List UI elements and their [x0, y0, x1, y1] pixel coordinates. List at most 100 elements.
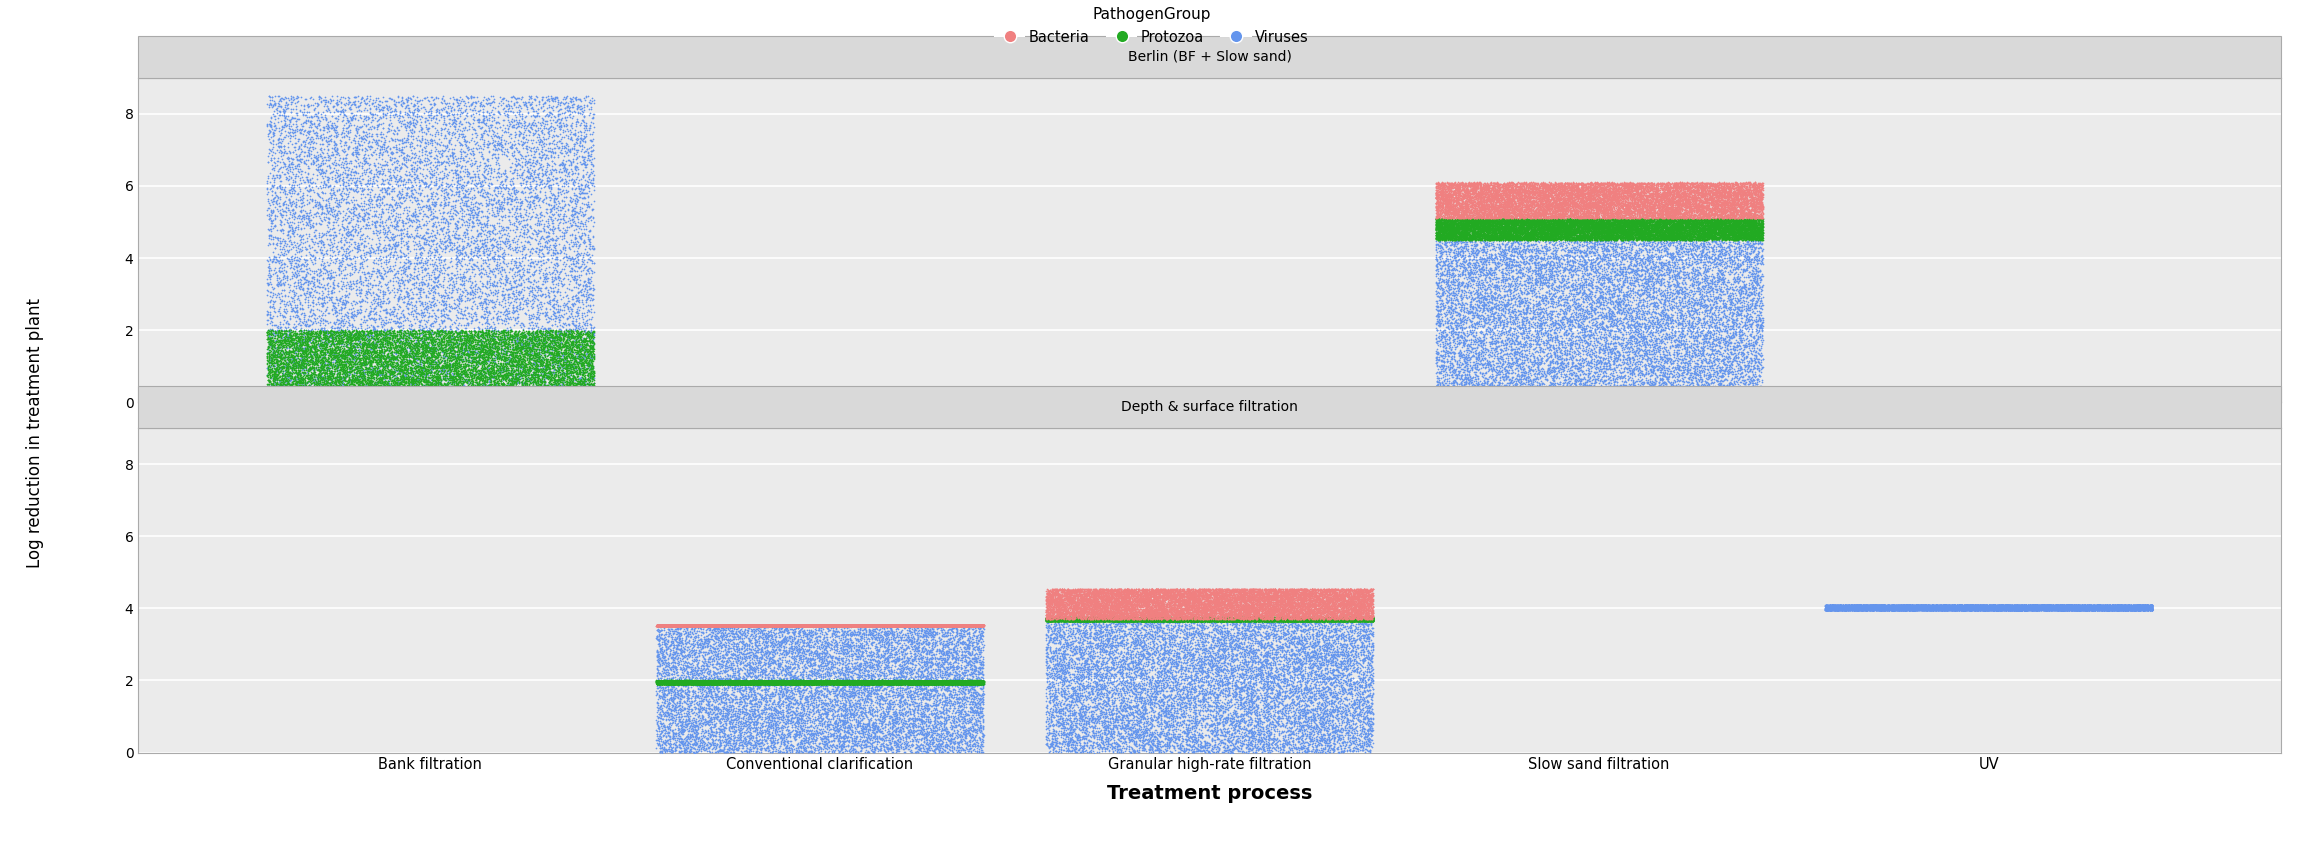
Point — [947, 619, 984, 633]
Point — [1585, 367, 1622, 381]
Point — [961, 677, 998, 691]
Point — [855, 618, 892, 632]
Point — [507, 356, 544, 369]
Point — [935, 618, 972, 632]
Point — [1117, 591, 1154, 605]
Point — [825, 675, 862, 689]
Point — [1564, 210, 1601, 224]
Point — [502, 210, 539, 224]
Point — [668, 675, 705, 689]
Point — [1348, 695, 1385, 709]
Point — [1037, 593, 1074, 606]
Point — [1175, 612, 1212, 625]
Point — [468, 329, 505, 343]
Point — [1214, 611, 1251, 625]
Point — [1707, 362, 1744, 375]
Point — [1081, 608, 1117, 622]
Point — [666, 676, 703, 690]
Point — [1696, 203, 1733, 217]
Point — [1687, 223, 1723, 237]
Point — [1428, 221, 1465, 234]
Point — [749, 740, 786, 754]
Point — [447, 395, 484, 409]
Point — [1124, 612, 1161, 625]
Point — [882, 675, 919, 689]
Point — [1191, 690, 1228, 704]
Point — [1046, 598, 1083, 612]
Point — [1136, 613, 1173, 627]
Point — [1251, 606, 1288, 619]
Point — [1578, 215, 1615, 228]
Point — [1048, 588, 1085, 602]
Point — [482, 348, 518, 362]
Point — [1728, 184, 1765, 198]
Point — [675, 675, 712, 689]
Point — [1675, 255, 1712, 269]
Point — [313, 395, 350, 409]
Point — [1168, 734, 1205, 747]
Point — [664, 675, 700, 689]
Point — [569, 376, 606, 390]
Point — [530, 322, 567, 336]
Point — [373, 179, 410, 193]
Point — [362, 139, 399, 153]
Point — [1207, 597, 1244, 611]
Point — [1555, 217, 1592, 231]
Point — [650, 618, 687, 631]
Point — [1452, 186, 1488, 200]
Point — [1744, 269, 1781, 283]
Point — [1958, 599, 1995, 613]
Point — [728, 676, 765, 690]
Point — [1237, 624, 1274, 638]
Point — [1541, 207, 1578, 221]
Point — [1465, 215, 1502, 228]
Point — [1318, 689, 1355, 702]
Point — [1507, 194, 1544, 208]
Point — [1491, 176, 1528, 189]
Point — [2016, 599, 2053, 612]
Point — [260, 330, 297, 344]
Point — [717, 676, 753, 690]
Point — [652, 676, 689, 689]
Point — [1935, 598, 1972, 612]
Point — [1111, 593, 1147, 607]
Point — [899, 699, 935, 713]
Point — [564, 356, 601, 369]
Point — [892, 618, 929, 632]
Point — [657, 618, 694, 632]
Point — [797, 677, 834, 691]
Point — [1703, 181, 1740, 195]
Point — [1488, 243, 1525, 257]
Point — [1903, 600, 1940, 614]
Point — [447, 245, 484, 259]
Point — [1428, 198, 1465, 212]
Point — [1601, 207, 1638, 221]
Point — [958, 674, 995, 688]
Point — [770, 716, 806, 730]
Point — [673, 675, 710, 689]
Point — [719, 706, 756, 720]
Point — [1587, 231, 1624, 245]
Point — [1608, 176, 1645, 190]
Point — [1099, 689, 1136, 702]
Point — [1279, 601, 1316, 615]
Point — [1486, 226, 1523, 240]
Point — [1585, 226, 1622, 240]
Point — [1949, 600, 1986, 614]
Point — [1078, 613, 1115, 627]
Point — [1147, 610, 1184, 624]
Point — [500, 184, 537, 198]
Point — [1661, 253, 1698, 267]
Point — [684, 619, 721, 633]
Point — [963, 619, 1000, 633]
Point — [1608, 251, 1645, 265]
Point — [516, 394, 553, 408]
Point — [1938, 599, 1975, 612]
Point — [811, 618, 848, 632]
Point — [876, 676, 912, 690]
Point — [1470, 216, 1507, 230]
Point — [1431, 304, 1468, 318]
Point — [1714, 216, 1751, 230]
Point — [719, 618, 756, 632]
Point — [1083, 613, 1120, 627]
